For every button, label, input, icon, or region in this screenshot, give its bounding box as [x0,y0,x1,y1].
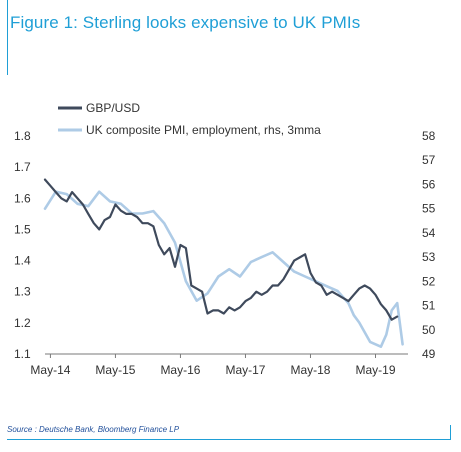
y-right-tick-label: 54 [422,226,436,240]
chart-series [43,178,404,348]
legend-item-pmi-label: UK composite PMI, employment, rhs, 3mma [86,123,321,137]
legend-item-gbpusd-label: GBP/USD [86,101,140,115]
source-note: Source : Deutsche Bank, Bloomberg Financ… [7,425,180,434]
y-right-tick-label: 51 [422,299,436,313]
y-left-tick-label: 1.6 [14,191,31,205]
y-right-tick-label: 50 [422,323,436,337]
y-left-tick-label: 1.7 [14,160,31,174]
x-tick-label: May-18 [290,363,330,377]
chart-axes: May-14 May-15 May-16 May-17 May-18 May-19 1.1 1… [14,129,436,377]
y-left-tick-label: 1.2 [14,316,31,330]
frame-bottom-rule [7,439,451,440]
y-left-tick-label: 1.5 [14,222,31,236]
y-right-tick-label: 53 [422,250,436,264]
y-right-tick-label: 55 [422,202,436,216]
chart-legend: GBP/USD UK composite PMI, employment, rhs… [58,101,321,137]
frame-right-rule [450,425,451,439]
y-right-tick-label: 57 [422,153,436,167]
figure-title: Figure 1: Sterling looks expensive to UK… [10,13,361,32]
y-left-tick-label: 1.4 [14,254,31,268]
x-tick-label: May-19 [355,363,395,377]
y-right-tick-label: 56 [422,177,436,191]
pmi-series-line [43,190,404,348]
frame-left-rule [7,0,8,75]
y-right-tick-label: 58 [422,129,436,143]
gbpusd-series-line [43,178,399,321]
y-right-tick-label: 52 [422,274,436,288]
x-tick-label: May-16 [160,363,200,377]
y-left-tick-label: 1.8 [14,129,31,143]
x-tick-label: May-14 [30,363,70,377]
y-right-tick-label: 49 [422,347,436,361]
y-left-tick-label: 1.1 [14,347,31,361]
x-tick-label: May-17 [225,363,265,377]
y-left-tick-label: 1.3 [14,285,31,299]
x-tick-label: May-15 [95,363,135,377]
